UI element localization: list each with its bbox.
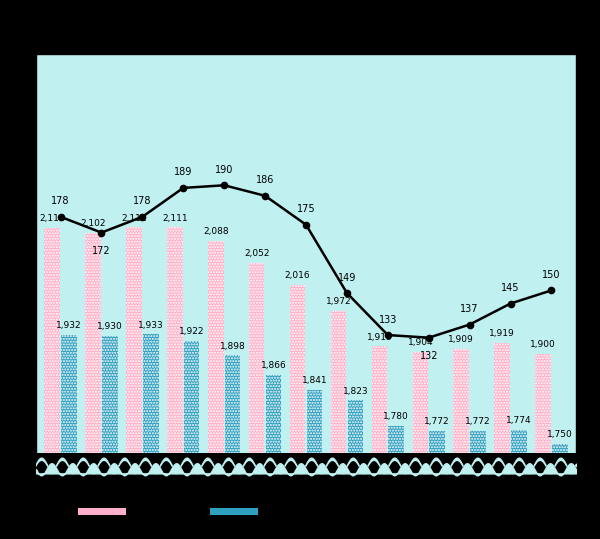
Text: 2,088: 2,088 — [203, 227, 229, 237]
Bar — [470, 431, 486, 539]
Text: 1,909: 1,909 — [448, 335, 474, 344]
Bar — [307, 390, 322, 539]
Text: 133: 133 — [379, 315, 397, 324]
Bar — [184, 341, 199, 539]
Text: 2,016: 2,016 — [285, 271, 310, 280]
Bar — [413, 352, 428, 539]
Text: 137: 137 — [460, 304, 479, 314]
Text: 190: 190 — [215, 165, 233, 175]
Text: 1,772: 1,772 — [424, 417, 450, 426]
Bar — [249, 263, 265, 539]
Text: 149: 149 — [338, 273, 356, 282]
Bar — [454, 349, 469, 539]
Text: 1,913: 1,913 — [367, 333, 392, 342]
Bar — [430, 431, 445, 539]
Bar — [413, 352, 428, 539]
Text: 2,102: 2,102 — [80, 219, 106, 228]
Bar — [184, 341, 199, 539]
Bar — [85, 233, 101, 539]
Text: 1,900: 1,900 — [530, 341, 556, 349]
Bar — [371, 347, 387, 539]
Text: 2,111: 2,111 — [162, 213, 188, 223]
Bar — [85, 233, 101, 539]
Text: 2,052: 2,052 — [244, 249, 269, 258]
Text: 1,750: 1,750 — [547, 431, 573, 439]
Bar — [61, 335, 77, 539]
Bar — [347, 400, 363, 539]
Bar — [347, 400, 363, 539]
Bar — [167, 227, 182, 539]
Bar — [430, 431, 445, 539]
Text: 189: 189 — [174, 168, 193, 177]
Text: 1,932: 1,932 — [56, 321, 82, 330]
Text: 2,110: 2,110 — [40, 215, 65, 223]
Text: 178: 178 — [133, 196, 152, 206]
Bar — [208, 241, 224, 539]
Text: 186: 186 — [256, 175, 274, 185]
Bar — [511, 430, 527, 539]
Bar — [143, 334, 158, 539]
Text: 1,933: 1,933 — [138, 321, 164, 329]
Bar — [266, 375, 281, 539]
Bar — [454, 349, 469, 539]
Bar — [371, 347, 387, 539]
Bar — [552, 444, 568, 539]
Text: 172: 172 — [92, 246, 111, 255]
Text: 132: 132 — [419, 351, 438, 361]
Bar — [535, 354, 551, 539]
Text: 2,111: 2,111 — [121, 213, 147, 223]
Bar — [290, 285, 305, 539]
Text: 150: 150 — [542, 270, 561, 280]
Bar — [307, 390, 322, 539]
Bar — [36, 473, 576, 477]
Text: 1,780: 1,780 — [383, 412, 409, 421]
Text: 1,898: 1,898 — [220, 342, 245, 350]
Bar — [494, 343, 510, 539]
Bar — [143, 334, 158, 539]
Text: 1,774: 1,774 — [506, 416, 532, 425]
Bar — [290, 285, 305, 539]
Text: 178: 178 — [51, 196, 70, 206]
Bar — [388, 426, 404, 539]
Bar — [102, 336, 118, 539]
Bar — [249, 263, 265, 539]
Text: 1,972: 1,972 — [326, 297, 352, 306]
Bar — [225, 355, 241, 539]
Text: 1,866: 1,866 — [260, 361, 286, 370]
Bar — [61, 335, 77, 539]
Text: 1,922: 1,922 — [179, 327, 205, 336]
Bar — [331, 311, 346, 539]
Text: 1,904: 1,904 — [407, 338, 433, 347]
Text: 1,919: 1,919 — [489, 329, 515, 338]
Bar — [167, 227, 182, 539]
Bar — [44, 228, 60, 539]
Text: 145: 145 — [501, 283, 520, 293]
Bar — [126, 227, 142, 539]
Text: 1,930: 1,930 — [97, 322, 123, 331]
Text: 1,841: 1,841 — [302, 376, 327, 385]
Bar — [126, 227, 142, 539]
Bar — [535, 354, 551, 539]
Bar — [494, 343, 510, 539]
Bar — [44, 228, 60, 539]
Bar — [552, 444, 568, 539]
Text: 1,772: 1,772 — [465, 417, 491, 426]
Bar — [225, 355, 241, 539]
Bar — [470, 431, 486, 539]
Bar — [331, 311, 346, 539]
Bar — [266, 375, 281, 539]
Bar — [102, 336, 118, 539]
Bar — [511, 430, 527, 539]
Bar — [388, 426, 404, 539]
Text: 175: 175 — [296, 204, 316, 214]
Bar — [208, 241, 224, 539]
Text: 1,823: 1,823 — [343, 386, 368, 396]
